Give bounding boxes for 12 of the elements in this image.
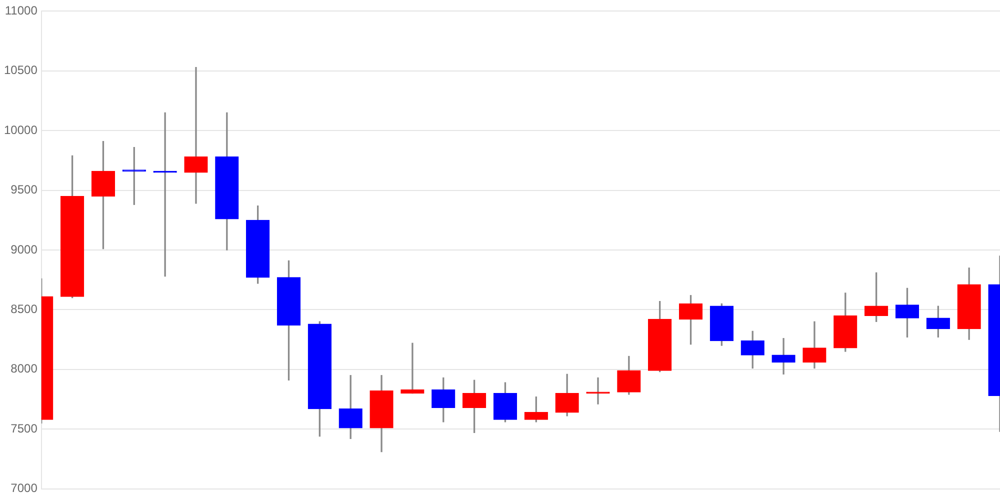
y-tick-label: 7500 (10, 421, 38, 436)
y-tick-label: 9500 (10, 182, 38, 197)
candlestick (772, 338, 796, 375)
y-tick-label: 10500 (4, 63, 38, 78)
y-tick-label: 7000 (10, 481, 38, 496)
y-tick-label: 8500 (10, 302, 38, 316)
candlestick (184, 66, 208, 204)
y-tick-label: 8000 (10, 362, 38, 376)
y-tick-label: 9000 (10, 242, 38, 256)
candlestick (400, 342, 424, 394)
y-tick-label: 11000 (4, 4, 38, 18)
y-tick-label: 10000 (4, 122, 38, 137)
